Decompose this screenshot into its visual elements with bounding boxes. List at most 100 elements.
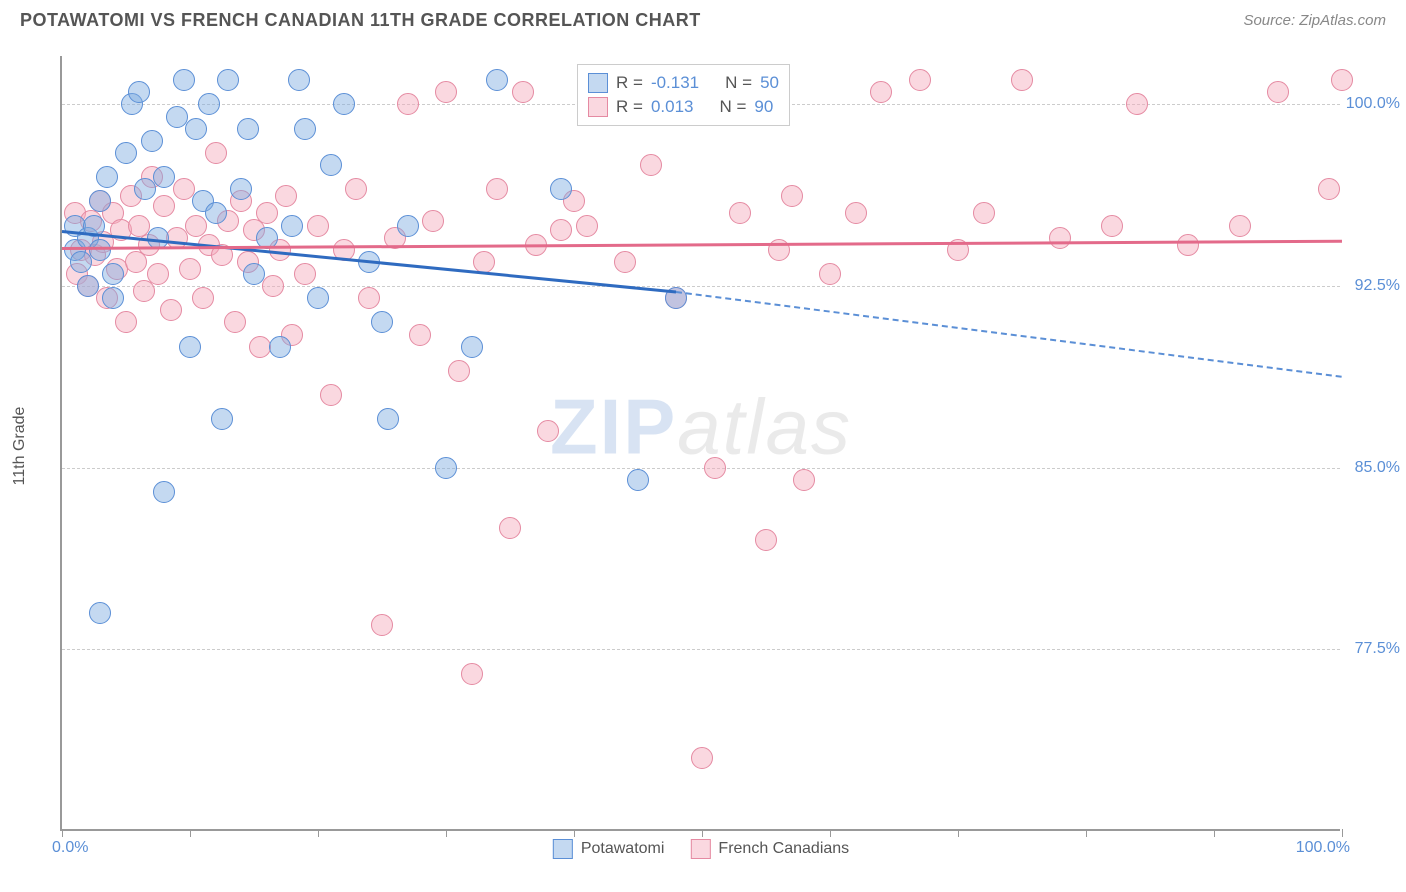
- data-point: [89, 190, 111, 212]
- data-point: [397, 215, 419, 237]
- data-point: [237, 118, 259, 140]
- n-value: 50: [760, 73, 779, 93]
- data-point: [262, 275, 284, 297]
- data-point: [96, 166, 118, 188]
- data-point: [473, 251, 495, 273]
- data-point: [115, 311, 137, 333]
- data-point: [70, 251, 92, 273]
- y-tick-label: 77.5%: [1345, 640, 1400, 658]
- gridline: [62, 468, 1340, 469]
- data-point: [729, 202, 751, 224]
- data-point: [755, 529, 777, 551]
- y-tick-label: 92.5%: [1345, 277, 1400, 295]
- r-label: R =: [616, 97, 643, 117]
- data-point: [102, 287, 124, 309]
- data-point: [102, 263, 124, 285]
- data-point: [179, 258, 201, 280]
- n-label: N =: [719, 97, 746, 117]
- r-value: -0.131: [651, 73, 699, 93]
- data-point: [173, 69, 195, 91]
- data-point: [973, 202, 995, 224]
- legend-swatch: [690, 839, 710, 859]
- legend-swatch: [588, 97, 608, 117]
- data-point: [377, 408, 399, 430]
- data-point: [166, 106, 188, 128]
- x-tick-mark: [702, 829, 703, 837]
- n-value: 90: [754, 97, 773, 117]
- data-point: [185, 118, 207, 140]
- legend-item: French Canadians: [690, 839, 849, 859]
- x-axis-min-label: 0.0%: [52, 839, 88, 857]
- data-point: [1177, 234, 1199, 256]
- data-point: [243, 263, 265, 285]
- data-point: [909, 69, 931, 91]
- data-point: [1049, 227, 1071, 249]
- data-point: [870, 81, 892, 103]
- data-point: [704, 457, 726, 479]
- legend-swatch: [553, 839, 573, 859]
- x-tick-mark: [190, 829, 191, 837]
- data-point: [1011, 69, 1033, 91]
- legend-swatch: [588, 73, 608, 93]
- data-point: [409, 324, 431, 346]
- data-point: [185, 215, 207, 237]
- data-point: [358, 287, 380, 309]
- gridline: [62, 286, 1340, 287]
- series-legend: PotawatomiFrench Canadians: [553, 839, 849, 859]
- data-point: [486, 69, 508, 91]
- trend-line-extrapolated: [676, 291, 1342, 378]
- data-point: [512, 81, 534, 103]
- data-point: [640, 154, 662, 176]
- data-point: [224, 311, 246, 333]
- data-point: [320, 384, 342, 406]
- legend-row: R =-0.131N =50: [588, 71, 779, 95]
- source-attribution: Source: ZipAtlas.com: [1243, 12, 1386, 29]
- data-point: [173, 178, 195, 200]
- data-point: [153, 481, 175, 503]
- data-point: [691, 747, 713, 769]
- data-point: [1267, 81, 1289, 103]
- data-point: [211, 408, 233, 430]
- y-tick-label: 85.0%: [1345, 459, 1400, 477]
- data-point: [320, 154, 342, 176]
- data-point: [550, 178, 572, 200]
- data-point: [371, 311, 393, 333]
- data-point: [614, 251, 636, 273]
- data-point: [77, 275, 99, 297]
- x-tick-mark: [1086, 829, 1087, 837]
- data-point: [422, 210, 444, 232]
- y-tick-label: 100.0%: [1345, 95, 1400, 113]
- x-tick-mark: [318, 829, 319, 837]
- x-tick-mark: [574, 829, 575, 837]
- data-point: [1331, 69, 1353, 91]
- data-point: [499, 517, 521, 539]
- data-point: [793, 469, 815, 491]
- x-tick-mark: [830, 829, 831, 837]
- n-label: N =: [725, 73, 752, 93]
- data-point: [1126, 93, 1148, 115]
- data-point: [115, 142, 137, 164]
- data-point: [819, 263, 841, 285]
- data-point: [576, 215, 598, 237]
- data-point: [147, 227, 169, 249]
- x-tick-mark: [1342, 829, 1343, 837]
- data-point: [435, 81, 457, 103]
- data-point: [448, 360, 470, 382]
- data-point: [1101, 215, 1123, 237]
- data-point: [307, 215, 329, 237]
- data-point: [435, 457, 457, 479]
- data-point: [345, 178, 367, 200]
- data-point: [371, 614, 393, 636]
- data-point: [153, 195, 175, 217]
- x-tick-mark: [1214, 829, 1215, 837]
- data-point: [198, 93, 220, 115]
- data-point: [269, 336, 291, 358]
- data-point: [230, 178, 252, 200]
- data-point: [134, 178, 156, 200]
- data-point: [205, 202, 227, 224]
- data-point: [333, 93, 355, 115]
- correlation-legend: R =-0.131N =50R =0.013N =90: [577, 64, 790, 126]
- legend-row: R =0.013N =90: [588, 95, 779, 119]
- data-point: [192, 287, 214, 309]
- y-axis-label: 11th Grade: [11, 407, 29, 486]
